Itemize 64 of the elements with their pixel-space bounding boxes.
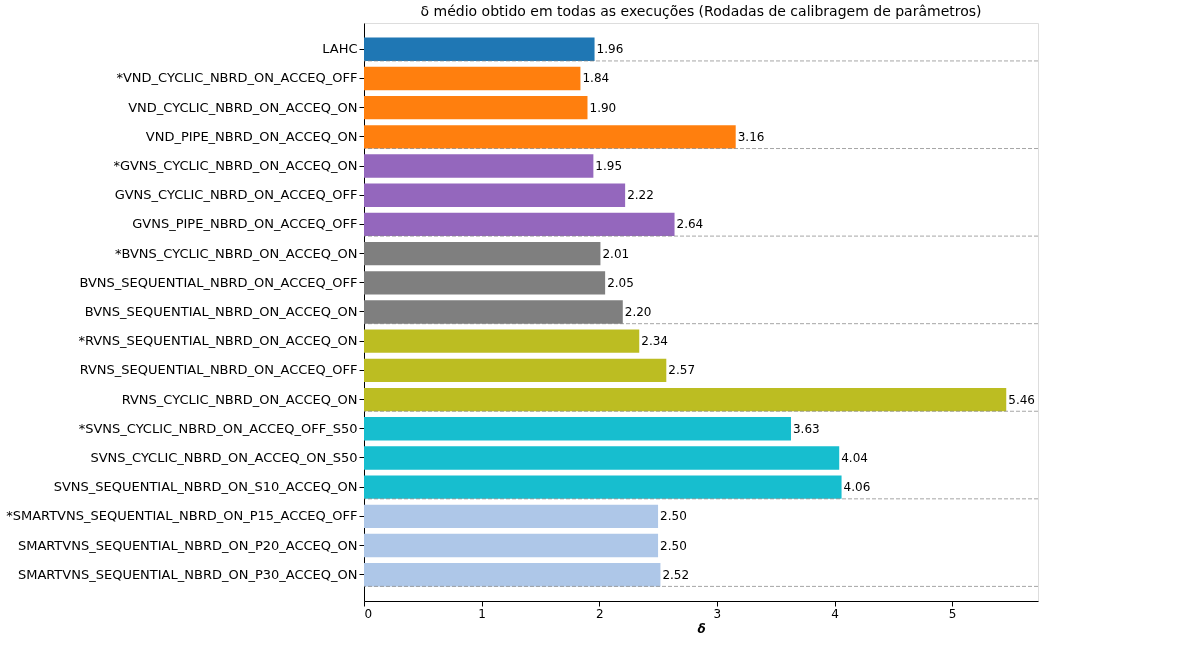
y-tick-label: RVNS_SEQUENTIAL_NBRD_ON_ACCEQ_OFF [79,362,358,378]
data-label: 2.52 [662,567,690,582]
bar [364,387,1007,412]
bar [364,212,675,237]
x-tick-label: 4 [831,606,839,621]
y-tick-label: BVNS_SEQUENTIAL_NBRD_ON_ACCEQ_ON [84,304,358,319]
bar [364,154,594,178]
y-tick-label: GVNS_PIPE_NBRD_ON_ACCEQ_OFF [132,216,358,232]
y-tick-label: VND_CYCLIC_NBRD_ON_ACCEQ_ON [128,99,358,115]
data-label: 2.57 [668,363,696,378]
y-tick-label: VND_PIPE_NBRD_ON_ACCEQ_ON [145,128,358,144]
data-label: 5.46 [1008,392,1035,407]
data-label: 2.50 [660,538,687,553]
x-tick-label: 5 [948,606,957,621]
data-label: 2.64 [676,217,704,232]
data-label: 1.84 [582,71,610,86]
data-label: 3.63 [792,421,820,436]
data-label: 2.05 [607,275,634,290]
y-tick-label: SMARTVNS_SEQUENTIAL_NBRD_ON_P30_ACCEQ_ON [17,566,358,582]
x-axis-title: δ [697,621,706,636]
bar [364,358,667,383]
data-label: 3.16 [737,129,765,144]
bar [364,446,840,470]
bar [364,504,659,529]
data-label: 4.04 [841,450,868,465]
bar [364,66,581,91]
data-label: 4.06 [843,480,871,495]
x-tick-label: 0 [364,606,373,621]
data-label: 1.90 [589,100,617,115]
y-tick-label: *BVNS_CYCLIC_NBRD_ON_ACCEQ_ON [114,245,358,261]
data-label: 1.96 [596,42,624,57]
bar [364,241,601,266]
y-tick-label: *GVNS_CYCLIC_NBRD_ON_ACCEQ_ON [113,158,358,174]
bar [364,533,659,558]
chart-title: δ médio obtido em todas as execuções (Rodadas de calibragem de parâmetros) [420,3,982,19]
y-tick-label: SVNS_SEQUENTIAL_NBRD_ON_S10_ACCEQ_ON [53,479,358,495]
bar [364,183,626,207]
y-tick-label: BVNS_SEQUENTIAL_NBRD_ON_ACCEQ_OFF [79,274,358,290]
data-label: 2.01 [602,246,630,261]
bar [364,329,640,353]
y-tick-label: SMARTVNS_SEQUENTIAL_NBRD_ON_P20_ACCEQ_ON [17,537,358,553]
bar [364,95,588,120]
data-label: 2.20 [624,305,652,319]
bar [364,271,606,295]
data-label: 1.95 [595,159,623,174]
y-tick-label: RVNS_CYCLIC_NBRD_ON_ACCEQ_ON [121,391,358,407]
y-tick-label: *SVNS_CYCLIC_NBRD_ON_ACCEQ_OFF_S50 [78,420,358,436]
data-label: 2.34 [641,334,668,349]
y-tick-label: *VND_CYCLIC_NBRD_ON_ACCEQ_OFF [116,70,358,86]
y-tick-label: GVNS_CYCLIC_NBRD_ON_ACCEQ_OFF [114,187,358,203]
x-tick-label: 1 [478,606,486,621]
x-tick-label: 3 [713,606,722,621]
bar [364,37,595,61]
y-tick-label: *RVNS_SEQUENTIAL_NBRD_ON_ACCEQ_ON [78,333,358,349]
bar [364,417,791,441]
data-label: 2.50 [660,509,687,524]
y-tick-label: *SMARTVNS_SEQUENTIAL_NBRD_ON_P15_ACCEQ_OFF [6,508,358,524]
bar [364,563,661,587]
y-tick-label: LAHC [322,41,358,57]
x-tick-label: 2 [595,606,604,621]
y-tick-label: SVNS_CYCLIC_NBRD_ON_ACCEQ_ON_S50 [90,449,358,465]
data-label: 2.22 [627,188,654,203]
bar [364,475,842,499]
bar [364,125,736,149]
